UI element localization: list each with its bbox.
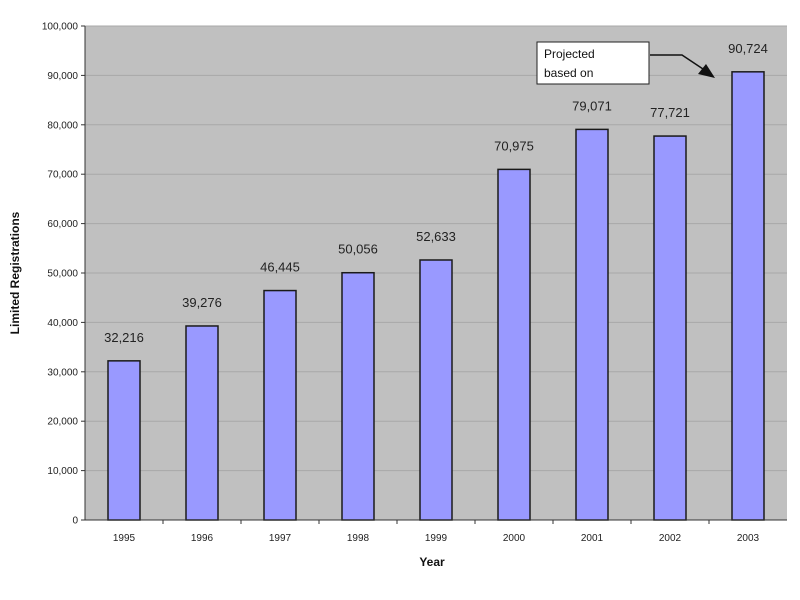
x-tick-label: 1999 [425, 533, 448, 544]
x-tick-label: 2003 [737, 533, 760, 544]
annotation-line-1: Projected [544, 47, 595, 61]
annotation-box [536, 41, 650, 85]
bar [185, 325, 219, 521]
y-tick-label: 50,000 [47, 269, 78, 280]
bar [653, 135, 687, 521]
x-tick-label: 1998 [347, 533, 370, 544]
data-label: 79,071 [572, 98, 612, 113]
x-axis-ticks: 1995 1996 1997 1998 1999 2000 2001 2002 2003 [113, 520, 760, 544]
x-tick-label: 1996 [191, 533, 214, 544]
y-tick-label: 80,000 [47, 120, 78, 131]
bar [263, 289, 297, 521]
y-axis-ticks: 0 10,000 20,000 30,000 40,000 50,000 60,000 70,… [42, 22, 85, 527]
y-axis-title: Limited Registrations [8, 211, 22, 334]
bar [419, 259, 453, 521]
data-label: 90,724 [728, 41, 768, 56]
data-label: 39,276 [182, 295, 222, 310]
annotation-arrowhead [698, 64, 715, 78]
y-tick-label: 60,000 [47, 219, 78, 230]
y-tick-label: 100,000 [42, 22, 79, 33]
bar [341, 271, 375, 521]
y-tick-label: 0 [72, 516, 78, 527]
y-tick-label: 20,000 [47, 417, 78, 428]
bar [731, 71, 765, 521]
annotation-arrow [650, 54, 707, 72]
y-tick-label: 40,000 [47, 318, 78, 329]
y-tick-label: 70,000 [47, 170, 78, 181]
data-label: 50,056 [338, 242, 378, 257]
x-tick-label: 2001 [581, 533, 604, 544]
annotation-line-2: based on [544, 66, 593, 80]
y-tick-label: 10,000 [47, 466, 78, 477]
y-tick-label: 30,000 [47, 367, 78, 378]
x-axis-title: Year [419, 555, 445, 569]
bar [107, 360, 141, 521]
data-label: 52,633 [416, 229, 456, 244]
data-label: 70,975 [494, 138, 534, 153]
data-label: 77,721 [650, 105, 690, 120]
data-label: 32,216 [104, 330, 144, 345]
x-tick-label: 2000 [503, 533, 526, 544]
bar [575, 128, 609, 521]
bars [107, 71, 765, 521]
data-labels: 32,216 39,276 46,445 50,056 52,633 70,975 79,0… [104, 41, 768, 345]
x-tick-label: 1997 [269, 533, 292, 544]
x-tick-label: 2002 [659, 533, 682, 544]
projection-annotation: Projected based on [536, 41, 715, 85]
x-tick-label: 1995 [113, 533, 136, 544]
bar [497, 168, 531, 521]
y-tick-label: 90,000 [47, 71, 78, 82]
data-label: 46,445 [260, 260, 300, 275]
